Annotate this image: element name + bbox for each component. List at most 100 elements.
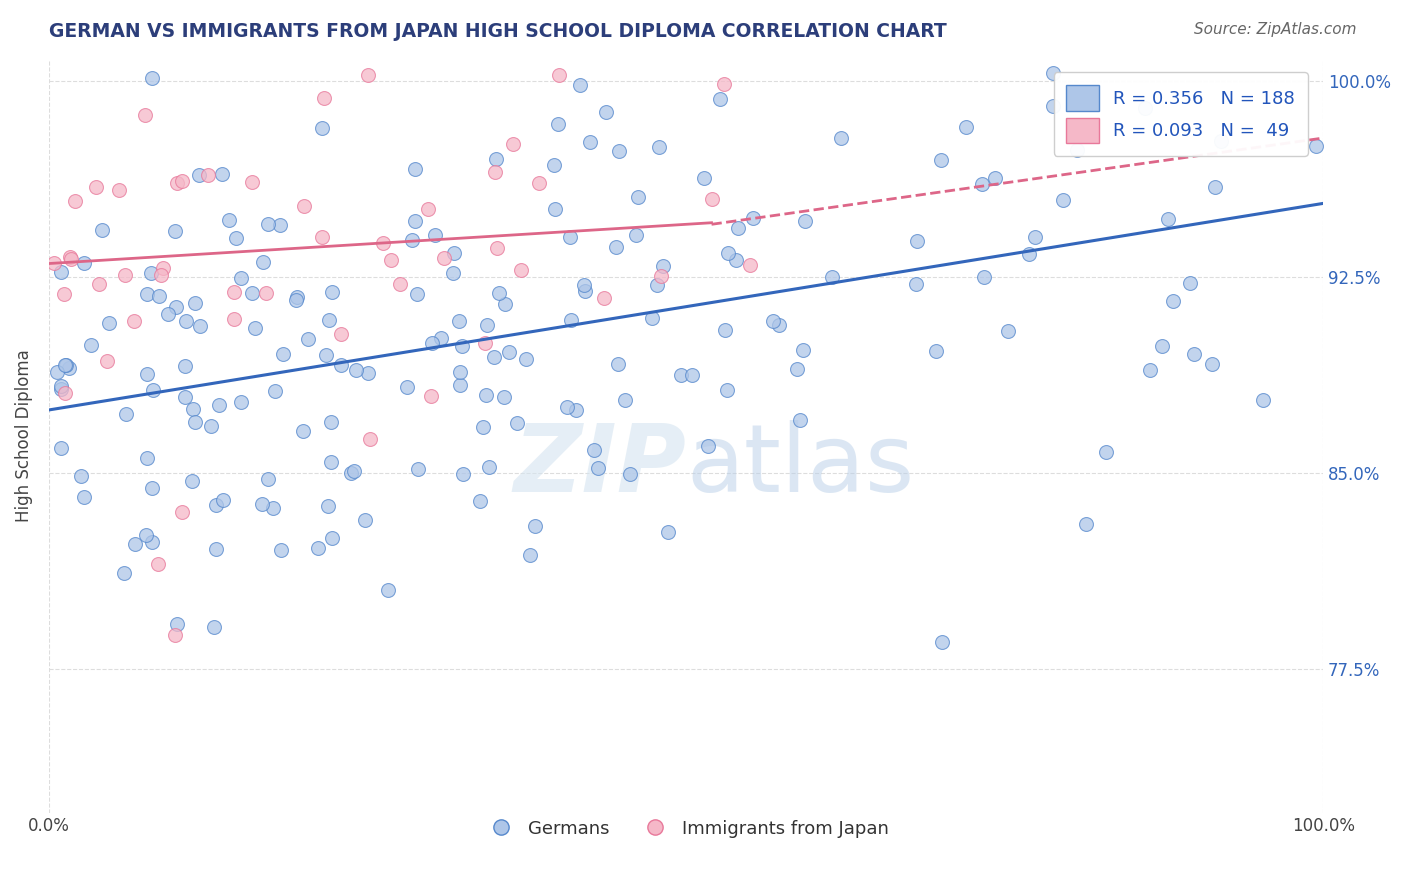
Point	[184, 415, 207, 429]
Point	[321, 455, 343, 469]
Point	[652, 259, 675, 273]
Point	[582, 443, 605, 458]
Point	[453, 467, 475, 482]
Point	[831, 131, 853, 145]
Point	[468, 494, 491, 508]
Point	[1157, 212, 1180, 227]
Point	[141, 481, 163, 495]
Point	[669, 368, 692, 383]
Point	[423, 228, 446, 243]
Point	[200, 418, 222, 433]
Point	[1182, 347, 1205, 361]
Point	[418, 202, 440, 216]
Point	[190, 318, 212, 333]
Point	[42, 255, 65, 269]
Point	[202, 620, 225, 634]
Point	[163, 628, 186, 642]
Point	[738, 259, 761, 273]
Point	[55, 358, 77, 372]
Point	[204, 498, 226, 512]
Point	[451, 339, 474, 353]
Point	[311, 230, 333, 244]
Point	[174, 359, 197, 374]
Point	[136, 286, 159, 301]
Point	[420, 335, 443, 350]
Point	[471, 419, 494, 434]
Point	[330, 326, 353, 341]
Point	[792, 343, 814, 357]
Point	[315, 348, 337, 362]
Point	[371, 235, 394, 250]
Point	[709, 92, 731, 106]
Point	[716, 383, 738, 397]
Point	[108, 183, 131, 197]
Point	[1204, 180, 1226, 194]
Point	[49, 382, 72, 396]
Point	[506, 417, 529, 431]
Point	[786, 361, 808, 376]
Point	[515, 351, 537, 366]
Point	[579, 135, 602, 149]
Point	[607, 145, 630, 159]
Point	[356, 68, 378, 82]
Point	[344, 363, 367, 377]
Point	[404, 161, 426, 176]
Point	[650, 268, 672, 283]
Point	[318, 312, 340, 326]
Point	[141, 71, 163, 86]
Point	[122, 314, 145, 328]
Point	[821, 269, 844, 284]
Point	[270, 542, 292, 557]
Point	[430, 331, 453, 345]
Point	[152, 261, 174, 276]
Point	[69, 469, 91, 483]
Point	[1024, 230, 1046, 244]
Point	[558, 229, 581, 244]
Point	[605, 239, 627, 253]
Point	[297, 333, 319, 347]
Point	[134, 108, 156, 122]
Point	[724, 252, 747, 267]
Point	[527, 176, 550, 190]
Point	[197, 169, 219, 183]
Point	[433, 252, 456, 266]
Point	[271, 347, 294, 361]
Point	[166, 616, 188, 631]
Point	[478, 460, 501, 475]
Point	[222, 285, 245, 299]
Point	[73, 256, 96, 270]
Point	[1201, 357, 1223, 371]
Point	[135, 367, 157, 381]
Point	[420, 389, 443, 403]
Point	[150, 268, 173, 282]
Point	[329, 358, 352, 372]
Point	[135, 450, 157, 465]
Point	[264, 384, 287, 398]
Point	[488, 285, 510, 300]
Point	[146, 558, 169, 572]
Point	[498, 344, 520, 359]
Point	[316, 500, 339, 514]
Point	[252, 497, 274, 511]
Point	[240, 285, 263, 300]
Point	[252, 255, 274, 269]
Point	[789, 413, 811, 427]
Point	[475, 387, 498, 401]
Point	[477, 318, 499, 332]
Point	[1161, 294, 1184, 309]
Point	[229, 271, 252, 285]
Point	[502, 136, 524, 151]
Point	[1052, 193, 1074, 207]
Point	[170, 174, 193, 188]
Point	[700, 192, 723, 206]
Point	[359, 432, 381, 446]
Point	[114, 268, 136, 283]
Point	[973, 270, 995, 285]
Text: atlas: atlas	[686, 420, 914, 512]
Point	[84, 180, 107, 194]
Point	[547, 117, 569, 131]
Point	[714, 323, 737, 337]
Point	[984, 171, 1007, 186]
Point	[87, 277, 110, 292]
Point	[65, 194, 87, 209]
